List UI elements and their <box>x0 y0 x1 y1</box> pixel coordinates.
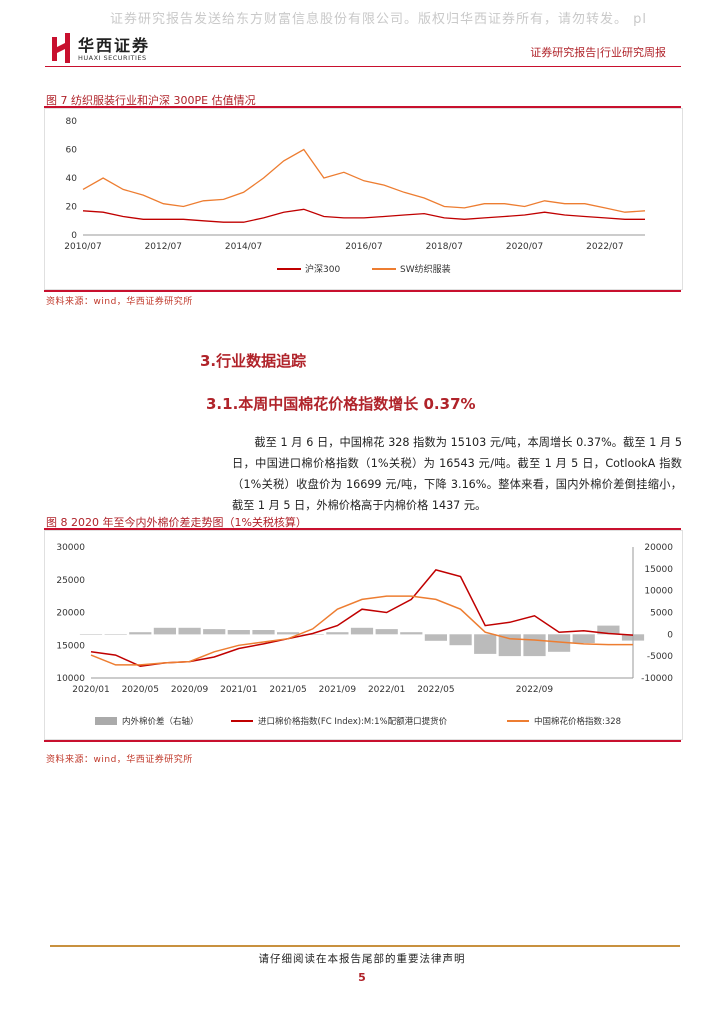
x-tick-label: 2022/01 <box>368 685 405 695</box>
series-line-2 <box>90 595 633 666</box>
figure-7-source: 资料来源：wind，华西证券研究所 <box>46 297 193 307</box>
footer-notice: 请仔细阅读在本报告尾部的重要法律声明 <box>258 953 466 965</box>
spread-bar <box>277 632 300 635</box>
figure-7-chart: 0 20 40 60 80 2010/07 2012/07 2014/07 2016/07 201… <box>44 108 683 290</box>
y2-tick-label: 15000 <box>644 565 673 575</box>
footer-divider <box>50 945 680 947</box>
y2-tick-label: 5000 <box>650 609 673 619</box>
spread-bar <box>203 629 226 635</box>
y-tick-label: 25000 <box>56 576 85 586</box>
y-tick-label: 40 <box>66 174 78 184</box>
spread-bar <box>79 634 103 635</box>
logo-text: 华西证券 <box>78 36 151 55</box>
subsection-heading: 3.1.本周中国棉花价格指数增长 0.37% <box>206 395 476 413</box>
pe-valuation-chart: 0 20 40 60 80 2010/07 2012/07 2014/07 2016/07 201… <box>64 117 646 275</box>
spread-bar <box>597 625 620 635</box>
y2-tick-label: 10000 <box>644 587 673 597</box>
spread-bar <box>252 630 275 635</box>
header-divider <box>45 66 681 67</box>
figure-7-top-rule <box>44 106 681 108</box>
y-tick-label: 60 <box>66 146 78 156</box>
y-tick-label: 20000 <box>56 609 85 619</box>
y2-tick-label: -5000 <box>647 652 673 662</box>
page-number: 5 <box>358 971 366 984</box>
spread-bar <box>104 634 127 635</box>
figure-8-chart: 10000 15000 20000 25000 30000 -10000 -5000 0 500… <box>44 530 683 740</box>
x-tick-label: 2021/09 <box>319 685 357 695</box>
figure-8-bottom-rule <box>44 740 681 742</box>
spread-bar <box>572 634 595 643</box>
y-tick-label: 80 <box>66 117 78 127</box>
spread-bar <box>523 634 546 657</box>
x-tick-label: 2020/07 <box>506 242 543 252</box>
x-tick-label: 2020/01 <box>72 685 109 695</box>
x-tick-label: 2014/07 <box>225 242 262 252</box>
spread-bar <box>400 632 423 635</box>
x-tick-label: 2021/01 <box>220 685 257 695</box>
spread-bar <box>227 630 250 635</box>
watermark: 证券研究报告发送给东方财富信息股份有限公司。版权归华西证券所有，请勿转发。 pl <box>110 12 647 27</box>
spread-bar <box>350 627 374 635</box>
figure-8-source: 资料来源：wind，华西证券研究所 <box>46 755 193 765</box>
y2-tick-label: 0 <box>667 630 673 640</box>
section-heading: 3.行业数据追踪 <box>200 352 307 370</box>
spread-bar <box>621 634 645 641</box>
spread-bar <box>474 634 497 654</box>
x-tick-label: 2018/07 <box>426 242 463 252</box>
spread-bar <box>326 632 349 635</box>
figure-8-title: 图 8 2020 年至今内外棉价差走势图（1%关税核算） <box>46 516 307 529</box>
logo-subtext: HUAXI SECURITIES <box>78 54 147 62</box>
paragraph-text: 截至 1 月 6 日，中国棉花 328 指数为 15103 元/吨，本周增长 0… <box>232 436 682 512</box>
legend-label-2: 中国棉花价格指数:328 <box>534 716 621 727</box>
series-line-1 <box>82 208 645 223</box>
spread-bar <box>153 627 176 635</box>
spread-bar <box>548 634 571 652</box>
figure-7-title: 图 7 纺织服装行业和沪深 300PE 估值情况 <box>46 94 256 107</box>
spread-bar <box>301 634 324 635</box>
legend-label-0: 内外棉价差（右轴） <box>122 716 199 727</box>
x-tick-label: 2012/07 <box>145 242 182 252</box>
y-tick-label: 15000 <box>56 641 85 651</box>
x-tick-label: 2022/07 <box>586 242 623 252</box>
legend-swatch-0 <box>95 717 117 725</box>
y-tick-label: 20 <box>66 203 78 213</box>
figure-8-top-rule <box>44 528 681 530</box>
legend-label-2: SW纺织服装 <box>400 263 451 275</box>
y2-tick-label: -10000 <box>641 674 673 684</box>
x-tick-label: 2022/09 <box>516 685 554 695</box>
spread-bar <box>129 632 152 635</box>
y-tick-label: 30000 <box>56 543 85 553</box>
logo-icon <box>52 33 72 63</box>
spread-bar <box>178 627 201 635</box>
x-tick-label: 2021/05 <box>269 685 306 695</box>
spread-bar <box>498 634 521 657</box>
x-tick-label: 2020/05 <box>122 685 159 695</box>
y-tick-label: 0 <box>71 231 77 241</box>
spread-bar <box>449 634 472 646</box>
spread-bar <box>424 634 447 641</box>
figure-7-bottom-rule <box>44 290 681 292</box>
spread-bar <box>375 629 398 635</box>
x-tick-label: 2020/09 <box>171 685 209 695</box>
x-tick-label: 2010/07 <box>64 242 101 252</box>
cotton-price-chart: 10000 15000 20000 25000 30000 -10000 -5000 0 500… <box>56 543 673 727</box>
y-tick-label: 10000 <box>56 674 85 684</box>
series-line-2 <box>82 148 646 213</box>
legend-label-1: 沪深300 <box>305 263 340 275</box>
header-report-type: 证券研究报告|行业研究周报 <box>530 46 666 59</box>
body-paragraph: 截至 1 月 6 日，中国棉花 328 指数为 15103 元/吨，本周增长 0… <box>232 432 682 516</box>
x-tick-label: 2016/07 <box>345 242 382 252</box>
y2-tick-label: 20000 <box>644 543 673 553</box>
legend-label-1: 进口棉价格指数(FC Index):M:1%配额港口提货价 <box>258 716 448 727</box>
x-tick-label: 2022/05 <box>417 685 454 695</box>
